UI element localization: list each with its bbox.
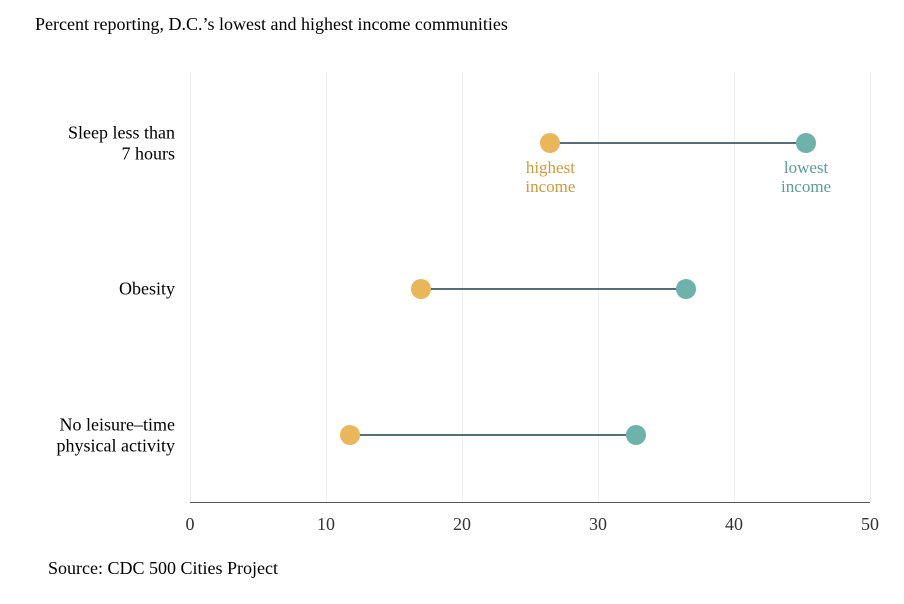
category-label: Obesity [5, 279, 175, 300]
category-label: No leisure–time physical activity [5, 415, 175, 456]
marker-lowest [796, 133, 816, 153]
x-tick-label: 30 [589, 514, 607, 535]
category-label: Sleep less than 7 hours [5, 122, 175, 163]
gridline [326, 72, 327, 502]
marker-highest [540, 133, 560, 153]
x-tick-label: 10 [317, 514, 335, 535]
marker-lowest [626, 425, 646, 445]
marker-lowest [676, 279, 696, 299]
x-tick-label: 40 [725, 514, 743, 535]
marker-highest [340, 425, 360, 445]
gridline [734, 72, 735, 502]
x-tick-label: 20 [453, 514, 471, 535]
source-text: Source: CDC 500 Cities Project [48, 558, 278, 579]
range-connector [350, 434, 636, 436]
chart-title: Percent reporting, D.C.’s lowest and hig… [35, 14, 508, 35]
range-connector [550, 142, 806, 144]
marker-label-highest: highest income [525, 159, 575, 196]
range-connector [421, 288, 686, 290]
x-tick-label: 0 [186, 514, 195, 535]
marker-highest [411, 279, 431, 299]
gridline [870, 72, 871, 502]
gridline [190, 72, 191, 502]
x-axis-line [190, 502, 870, 503]
gridline [598, 72, 599, 502]
marker-label-lowest: lowest income [781, 159, 831, 196]
gridline [462, 72, 463, 502]
plot-area: 01020304050Sleep less than 7 hourshighes… [190, 72, 870, 502]
x-tick-label: 50 [861, 514, 879, 535]
